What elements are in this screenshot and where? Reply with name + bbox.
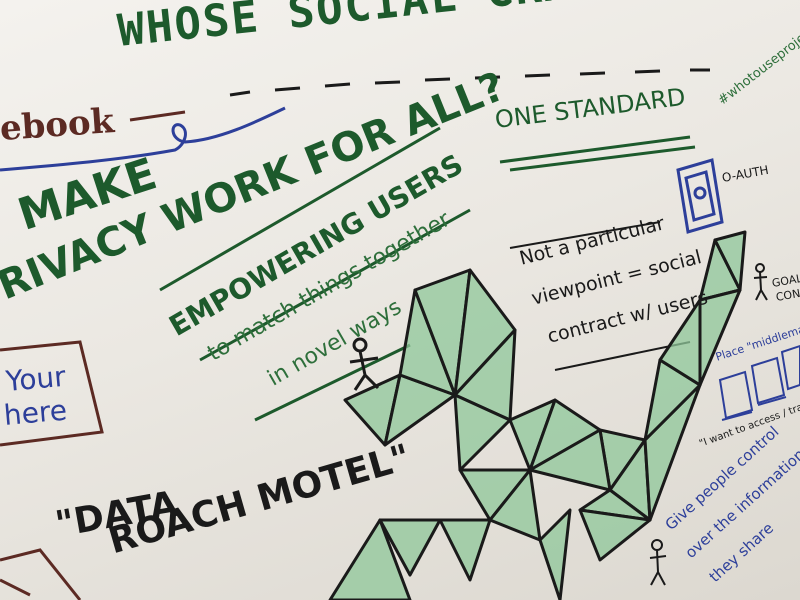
bottom-left-shape <box>0 548 82 600</box>
black-line-1 <box>509 221 661 249</box>
one-standard-underline-2 <box>509 145 696 172</box>
stick-figure-3 <box>753 263 768 301</box>
green-divider-1 <box>159 126 441 292</box>
stick-figure-1 <box>349 337 380 391</box>
green-divider-3 <box>254 343 411 422</box>
oauth-frame <box>676 158 724 234</box>
triangle-mosaic <box>328 230 747 600</box>
title-underline <box>229 68 710 97</box>
blue-swoosh <box>0 106 286 172</box>
your-here-line-1: Your <box>4 359 67 398</box>
one-standard-underline-1 <box>499 135 691 164</box>
your-here-line-2: here <box>2 393 69 432</box>
laptop-icons <box>718 344 800 421</box>
your-here-box <box>0 340 104 447</box>
brown-underline <box>129 110 186 122</box>
stick-figure-2 <box>649 539 667 586</box>
facebook-fragment: ebook <box>0 101 116 149</box>
green-divider-2 <box>199 208 471 362</box>
